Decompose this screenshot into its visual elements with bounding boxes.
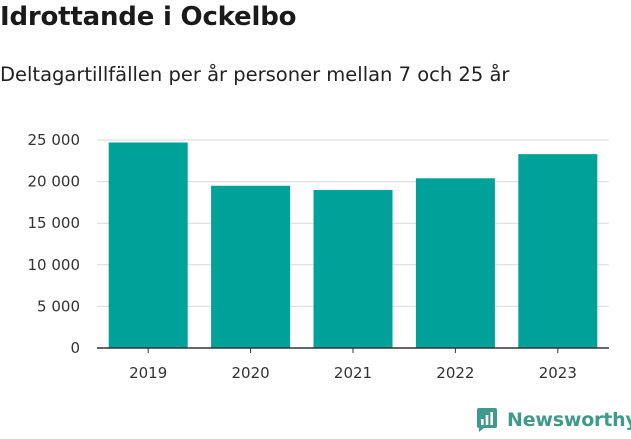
bar-2019 [108,142,188,348]
newsworthy-logo-icon [477,408,497,432]
bar-2023 [518,154,598,348]
y-tick-label: 10 000 [28,256,81,274]
brand-name: Newsworthy [507,409,631,431]
y-tick-label: 15 000 [28,214,81,232]
y-tick-label: 20 000 [28,173,81,191]
y-tick-label: 0 [70,339,80,357]
y-tick-label: 5 000 [37,297,80,315]
bar-2020 [211,185,291,348]
x-axis-ticks: 2019 2020 2021 2022 2023 [129,348,577,382]
x-tick-label: 2023 [539,364,577,382]
bars [108,142,598,348]
bar-2021 [313,189,393,348]
chart-title: Idrottande i Ockelbo [0,2,297,32]
chart-subtitle: Deltagartillfällen per år personer mella… [0,63,510,86]
brand: Newsworthy [475,404,631,436]
x-tick-label: 2019 [129,364,167,382]
x-tick-label: 2022 [436,364,474,382]
x-tick-label: 2021 [334,364,372,382]
bar-2022 [415,178,495,348]
x-tick-label: 2020 [232,364,270,382]
y-tick-label: 25 000 [28,131,81,149]
y-axis-ticks: 0 5 000 10 000 15 000 20 000 25 000 [28,131,81,357]
